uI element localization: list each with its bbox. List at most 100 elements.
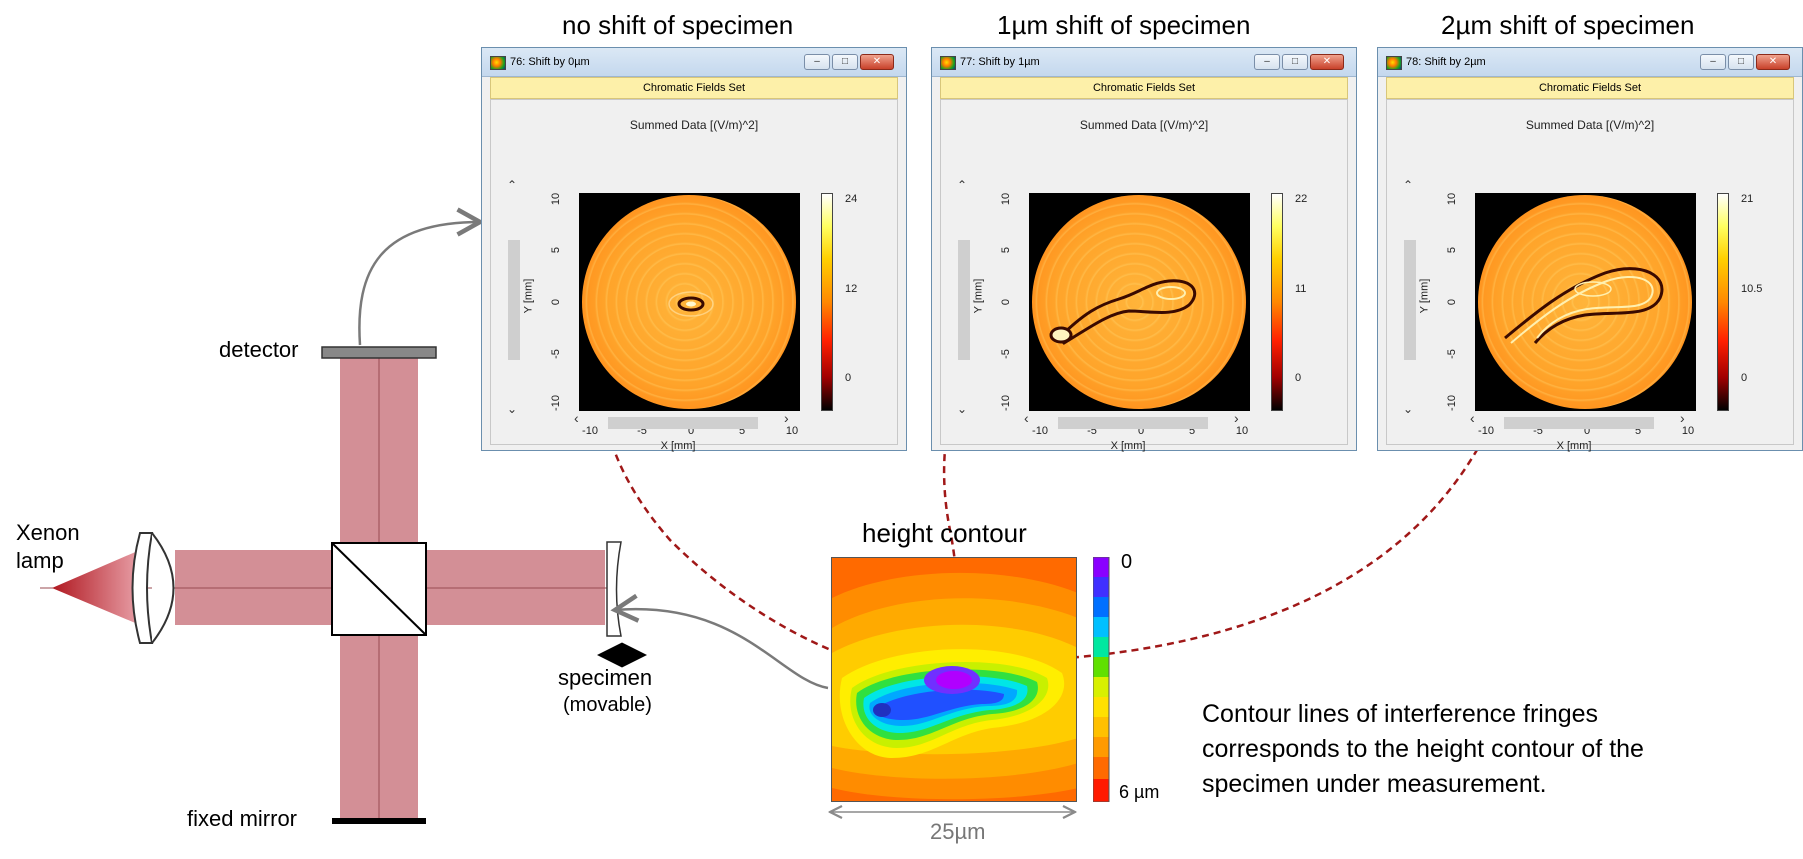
fringe-disk [1032, 195, 1246, 409]
label-xenon-lamp-2: lamp [16, 548, 64, 573]
fringe-center [677, 296, 705, 312]
height-contour-map [831, 557, 1077, 802]
y-axis-label: Y [mm] [1418, 278, 1431, 314]
scroll-right-icon[interactable]: › [1234, 410, 1239, 426]
specimen-icon [606, 541, 622, 637]
caption-line: specimen under measurement. [1202, 770, 1547, 798]
scroll-left-icon[interactable]: ‹ [574, 410, 579, 426]
x-tick: -5 [1533, 425, 1543, 437]
scroll-down-icon[interactable]: ⌄ [507, 402, 518, 416]
contour-colorbar [1093, 557, 1110, 802]
fringe-rings [1032, 195, 1246, 409]
label-fixed-mirror: fixed mirror [187, 806, 298, 831]
label-movable: (movable) [563, 694, 652, 716]
horizontal-scrollbar[interactable] [608, 417, 758, 429]
chromatic-fields-bar: Chromatic Fields Set [1386, 77, 1794, 99]
contour-colorbar-bottom: 6 µm [1119, 782, 1160, 802]
heading-height-contour: height contour [862, 518, 1027, 548]
contour-colorbar-top: 0 [1121, 551, 1133, 573]
scroll-left-icon[interactable]: ‹ [1024, 410, 1029, 426]
app-icon [940, 56, 956, 70]
fringe-band [1504, 267, 1664, 344]
x-tick: -5 [637, 425, 647, 437]
scroll-up-icon[interactable]: ⌃ [1403, 178, 1414, 192]
maximize-icon[interactable]: □ [1728, 54, 1754, 70]
colorbar [821, 193, 833, 411]
x-tick: 0 [687, 425, 695, 437]
caption-line: corresponds to the height contour of the [1202, 735, 1644, 763]
detector-to-window-arrow [358, 207, 485, 346]
plot-panel: Summed Data [(V/m)^2] ⌃ ⌄ Y [mm] 10 5 0 … [940, 99, 1348, 452]
heading-1um-shift: 1µm shift of specimen [997, 10, 1251, 40]
scroll-right-icon[interactable]: › [784, 410, 789, 426]
x-tick: 10 [1681, 425, 1695, 437]
window-shift-0um[interactable]: 76: Shift by 0µm – □ ✕ Chromatic Fields … [481, 47, 907, 452]
x-tick: 5 [1634, 425, 1642, 437]
scroll-down-icon[interactable]: ⌄ [1403, 402, 1414, 416]
y-axis-label: Y [mm] [972, 278, 985, 314]
horizontal-scrollbar[interactable] [1504, 417, 1654, 429]
scroll-left-icon[interactable]: ‹ [1470, 410, 1475, 426]
scale-label: 25µm [930, 819, 986, 844]
close-icon[interactable]: ✕ [1310, 54, 1344, 70]
window-shift-1um[interactable]: 77: Shift by 1µm – □ ✕ Chromatic Fields … [931, 47, 1357, 452]
colorbar [1271, 193, 1283, 411]
minimize-icon[interactable]: – [1700, 54, 1726, 70]
detector-icon [321, 346, 437, 359]
caption-line: Contour lines of interference fringes [1202, 700, 1599, 728]
y-axis-label: Y [mm] [522, 278, 535, 314]
y-tick: -10 [1000, 395, 1012, 411]
scroll-up-icon[interactable]: ⌃ [957, 178, 968, 192]
y-tick: 10 [1000, 192, 1012, 206]
lamp-cone [52, 550, 140, 625]
window-shift-2um[interactable]: 78: Shift by 2µm – □ ✕ Chromatic Fields … [1377, 47, 1803, 452]
colorbar-max: 24 [845, 193, 858, 205]
colorbar-min: 0 [1741, 372, 1748, 384]
window-titlebar[interactable]: 78: Shift by 2µm – □ ✕ [1378, 48, 1802, 77]
colorbar-max: 22 [1295, 193, 1308, 205]
intensity-plot [579, 193, 800, 411]
colorbar-mid: 11 [1295, 283, 1307, 295]
vertical-scrollbar[interactable] [958, 240, 970, 360]
minimize-icon[interactable]: – [1254, 54, 1280, 70]
scroll-up-icon[interactable]: ⌃ [507, 178, 518, 192]
app-icon [1386, 56, 1402, 70]
colorbar-min: 0 [845, 372, 852, 384]
x-tick: 10 [785, 425, 799, 437]
plot-title: Summed Data [(V/m)^2] [629, 118, 759, 132]
y-tick: 5 [1000, 246, 1012, 254]
label-specimen: specimen [558, 665, 653, 690]
chromatic-fields-bar: Chromatic Fields Set [940, 77, 1348, 99]
window-titlebar[interactable]: 77: Shift by 1µm – □ ✕ [932, 48, 1356, 77]
minimize-icon[interactable]: – [804, 54, 830, 70]
x-tick: -10 [582, 425, 598, 437]
vertical-scrollbar[interactable] [508, 240, 520, 360]
x-tick: -10 [1478, 425, 1494, 437]
y-tick: 5 [550, 246, 562, 254]
window-title: 77: Shift by 1µm [960, 56, 1040, 68]
plot-title: Summed Data [(V/m)^2] [1079, 118, 1209, 132]
maximize-icon[interactable]: □ [1282, 54, 1308, 70]
scroll-right-icon[interactable]: › [1680, 410, 1685, 426]
close-icon[interactable]: ✕ [1756, 54, 1790, 70]
window-titlebar[interactable]: 76: Shift by 0µm – □ ✕ [482, 48, 906, 77]
close-icon[interactable]: ✕ [860, 54, 894, 70]
fixed-mirror-icon [332, 818, 426, 824]
x-tick: 0 [1583, 425, 1591, 437]
y-tick: -5 [550, 349, 562, 359]
heading-2um-shift: 2µm shift of specimen [1441, 10, 1695, 40]
intensity-plot [1475, 193, 1696, 411]
colorbar-mid: 10.5 [1741, 283, 1763, 295]
y-tick: -5 [1446, 349, 1458, 359]
caption: Contour lines of interference fringes co… [1202, 697, 1762, 802]
y-tick: 0 [1000, 298, 1012, 306]
horizontal-scrollbar[interactable] [1058, 417, 1208, 429]
colorbar [1717, 193, 1729, 411]
x-tick: -10 [1032, 425, 1048, 437]
y-tick: 0 [1446, 298, 1458, 306]
maximize-icon[interactable]: □ [832, 54, 858, 70]
vertical-scrollbar[interactable] [1404, 240, 1416, 360]
scroll-down-icon[interactable]: ⌄ [957, 402, 968, 416]
label-xenon-lamp-1: Xenon [16, 520, 80, 545]
